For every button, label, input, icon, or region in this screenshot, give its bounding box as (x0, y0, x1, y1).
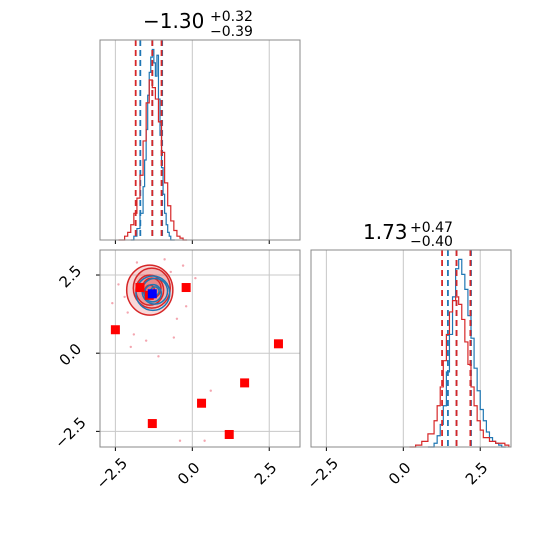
red-square-marker (110, 325, 120, 335)
histogram-step (130, 48, 175, 241)
axes-frame (310, 249, 512, 448)
histogram-step (409, 296, 510, 448)
background-point (132, 333, 136, 336)
blue-square-marker (147, 289, 157, 299)
red-square-marker (273, 339, 283, 349)
title-x-plus: +0.32 (210, 9, 253, 25)
axes-frame (99, 249, 301, 448)
x-tick-label: 0.0 (174, 459, 204, 489)
background-point (172, 336, 176, 339)
histogram-panel-x (99, 39, 301, 244)
histogram-panel-y: −2.5 0.0 2.5 (304, 249, 512, 493)
red-square-marker (197, 398, 207, 408)
background-point (175, 317, 179, 320)
x-tick-label: 2.5 (462, 459, 492, 489)
panel-titles: −1.30 +0.32 −0.39 1.73 +0.47 −0.40 (143, 9, 453, 250)
title-y-plus: +0.47 (410, 220, 453, 236)
x-tick-label: −2.5 (93, 454, 131, 492)
axes-frame (99, 39, 301, 241)
red-square-marker (147, 419, 157, 429)
y-tick-label: 0.0 (56, 340, 86, 370)
red-square-marker (224, 429, 234, 439)
x-tick-label: −2.5 (304, 454, 342, 492)
background-point (117, 283, 120, 286)
background-point (126, 311, 129, 314)
title-x-value: −1.30 (143, 9, 204, 33)
background-point (209, 389, 212, 392)
histogram-x-title: −1.30 (143, 9, 204, 33)
title-x-minus: −0.39 (210, 24, 253, 40)
title-y-minus: −0.40 (410, 234, 453, 250)
density-contour (135, 275, 171, 312)
background-point (163, 258, 166, 261)
x-tick-label: 0.0 (385, 459, 415, 489)
density-contour (143, 283, 163, 303)
background-point (123, 295, 126, 299)
histogram-step (427, 258, 506, 448)
red-square-marker (135, 283, 145, 293)
red-square-marker (240, 378, 250, 388)
title-y-value: 1.73 (363, 220, 408, 244)
y-tick-label: −2.5 (51, 414, 89, 452)
background-point (111, 301, 114, 305)
scatter-panel: −2.5 0.0 2.5 −2.5 0.0 2.5 (51, 249, 301, 493)
background-point (178, 439, 182, 442)
background-point (184, 305, 188, 308)
background-point (194, 276, 197, 280)
background-point (157, 355, 160, 358)
background-point (181, 264, 185, 267)
histogram-y-title: 1.73 (363, 220, 408, 244)
histogram-step (118, 79, 188, 241)
x-tick-label: 2.5 (251, 459, 281, 489)
red-square-marker (181, 283, 191, 293)
background-point (129, 345, 132, 349)
background-point (169, 270, 172, 274)
y-tick-label: 2.5 (56, 262, 86, 292)
background-point (135, 261, 139, 264)
background-point (144, 339, 148, 342)
background-point (203, 439, 206, 442)
